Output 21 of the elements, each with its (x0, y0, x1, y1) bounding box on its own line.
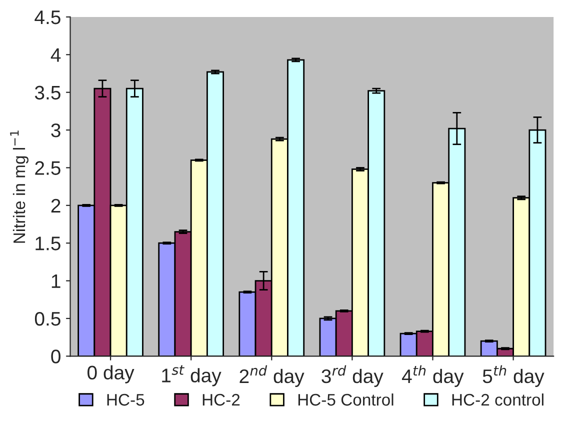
x-tick-label: 1$^{st}$ day (162, 365, 222, 386)
y-tick-label: 0 (51, 350, 60, 364)
y-tick-label: 2 (51, 198, 60, 212)
y-tick-label: 0.5 (34, 312, 60, 326)
legend-label: HC-5 Control (298, 393, 394, 406)
y-axis-title: Nitrite in mg l$^{−1}$ (10, 130, 28, 243)
x-tick-label: 4$^{th}$ day (402, 365, 464, 388)
x-tick-label: 5$^{th}$ day (482, 365, 544, 388)
y-tick-label: 3 (51, 123, 60, 138)
x-tick-label: 3$^{rd}$ day (322, 365, 384, 388)
y-tick-label: 4.5 (34, 10, 60, 24)
legend-label: HC-2 (202, 394, 240, 406)
legend-label: HC-2 control (452, 393, 544, 406)
legend-label: HC-5 (107, 394, 144, 406)
y-tick-label: 1.5 (36, 236, 60, 250)
x-tick-label: 0 day (88, 365, 134, 384)
y-tick-label: 3.5 (34, 86, 60, 100)
y-tick-label: 1 (52, 274, 60, 288)
y-tick-label: 2.5 (35, 161, 60, 175)
x-tick-label: 2$^{nd}$ day (240, 365, 304, 388)
y-tick-label: 4 (50, 48, 61, 62)
